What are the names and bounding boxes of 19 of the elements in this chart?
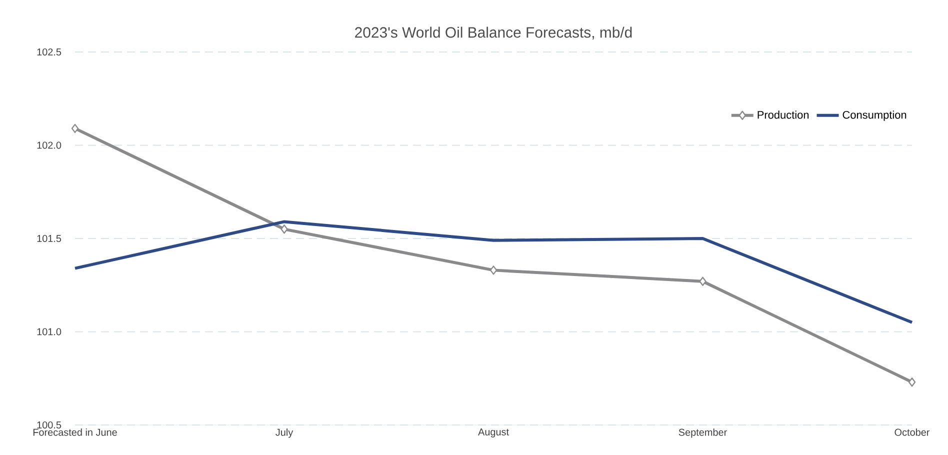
point [71,124,79,134]
point [280,224,288,234]
x-tick-label: September [678,428,727,438]
x-tick-label: Forecasted in June [33,428,117,436]
point [490,266,498,275]
x-tick-label: July [276,428,294,438]
point [908,377,916,387]
chart-title: 2023's World Oil Balance Forecasts, mb/d [355,26,632,40]
legend-label: Consumption [842,110,906,121]
x-tick-label: August [478,428,509,438]
y-tick-label: 100.5 [37,421,62,429]
point [699,276,706,286]
line-series [74,220,914,324]
y-tick-label: 102.5 [37,48,62,56]
y-tick-label: 101.5 [37,234,62,242]
x-tick-label: October [894,428,930,436]
legend-label: Production [758,110,809,119]
y-tick-label: 102.0 [37,142,62,149]
y-tick-label: 101.0 [37,328,62,336]
